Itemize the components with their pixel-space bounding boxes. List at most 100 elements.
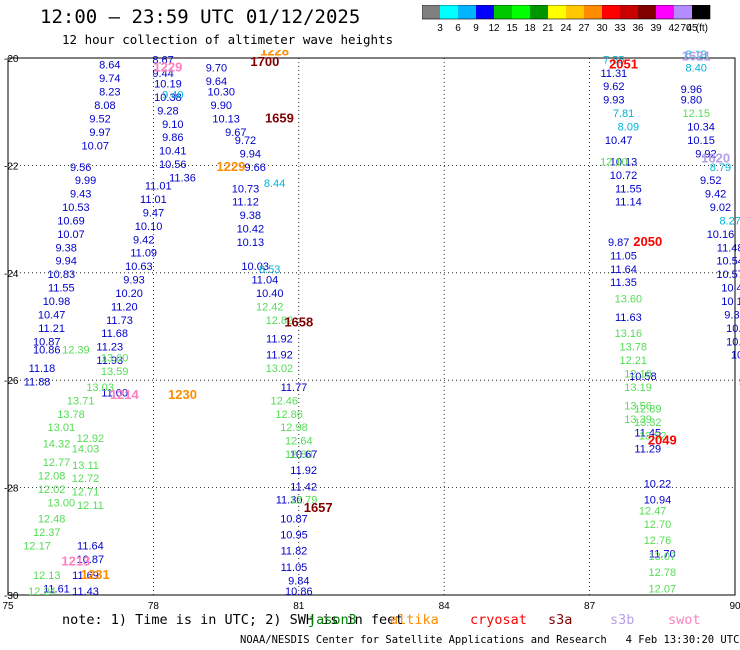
wave-height-value: 11.55 <box>615 183 642 195</box>
wave-height-value: 9.94 <box>55 256 76 268</box>
wave-height-value: 9.47 <box>143 207 164 219</box>
wave-height-value: 12.10 <box>600 156 628 168</box>
color-swatch <box>494 5 512 19</box>
wave-height-value: 11.45 <box>43 629 70 641</box>
color-scale-tick: 39 <box>650 23 662 34</box>
wave-height-value: 9.42 <box>133 234 154 246</box>
wave-height-value: 10.86 <box>285 586 313 598</box>
color-scale-tick: 12 <box>488 23 500 34</box>
wave-height-value: 12.72 <box>72 473 100 485</box>
wave-height-value: 13.00 <box>48 497 76 509</box>
wave-height-value: 11.01 <box>140 194 167 206</box>
wave-height-value: 9.72 <box>235 135 256 147</box>
wave-height-value: 10.20 <box>115 288 143 300</box>
pass-time-label: 1229 <box>216 159 245 174</box>
wave-height-value: 9.66 <box>244 162 265 174</box>
wave-height-value: 9.64 <box>206 76 227 88</box>
wave-height-value: 12.10 <box>624 369 652 381</box>
color-swatch <box>584 5 602 19</box>
color-scale-tick: 33 <box>614 23 626 34</box>
wave-height-value: 9.10 <box>162 119 183 131</box>
wave-height-value: 13.02 <box>266 363 294 375</box>
wave-height-value: 10.47 <box>605 135 633 147</box>
wave-height-value: 12.02 <box>38 484 66 496</box>
wave-height-value: 13.39 <box>624 414 652 426</box>
wave-height-value: 10.07 <box>57 229 85 241</box>
pass-time-label: 1229 <box>153 59 182 74</box>
wave-height-value: 9.02 <box>710 202 731 214</box>
wave-height-value: 9.67 <box>225 127 246 139</box>
wave-height-value: 12.24 <box>28 586 56 598</box>
wave-height-value: 13.52 <box>639 430 667 442</box>
pass-time-label: 1213 <box>61 553 90 568</box>
color-scale-tick: 45 <box>686 23 698 34</box>
page-subtitle: 12 hour collection of altimeter wave hei… <box>62 32 394 47</box>
wave-height-value: 11.55 <box>48 283 75 295</box>
wave-height-value: 10.86 <box>33 344 61 356</box>
wave-height-value: 10.73 <box>232 183 260 195</box>
wave-height-value: 12.89 <box>634 403 662 415</box>
credit-line: NOAA/NESDIS Center for Satellite Applica… <box>240 634 740 646</box>
wave-height-value: 12.17 <box>23 540 51 552</box>
wave-height-value: 10.87 <box>77 554 105 566</box>
color-scale-tick: 42 <box>668 23 680 34</box>
pass-time-label: 1657 <box>304 500 333 515</box>
color-scale-tick: 18 <box>524 23 536 34</box>
wave-height-value: 10.94 <box>644 495 672 507</box>
wave-height-value: 10.10 <box>726 336 740 348</box>
wave-height-value: 13.60 <box>101 352 129 364</box>
wave-height-value: 9.62 <box>603 81 624 93</box>
y-tick-label: -30 <box>4 591 19 602</box>
wave-height-value: 11.29 <box>634 444 661 456</box>
wave-height-value: 11.82 <box>281 546 308 558</box>
wave-height-value: 8.19 <box>686 49 707 61</box>
wave-height-value: 9.38 <box>55 242 76 254</box>
wave-height-value: 11.21 <box>38 323 65 335</box>
wave-height-value: 11.92 <box>266 350 293 362</box>
wave-height-value: 9.32 <box>724 309 740 321</box>
wave-height-value: 13.59 <box>101 366 129 378</box>
wave-height-value: 11.45 <box>634 428 661 440</box>
wave-height-value: 13.01 <box>48 422 76 434</box>
wave-height-value: 12.64 <box>285 436 313 448</box>
wave-height-value: 9.84 <box>288 575 309 587</box>
wave-height-value: 12.48 <box>38 514 66 526</box>
wave-height-value: 13.11 <box>72 460 99 472</box>
wave-height-value: 9.43 <box>70 189 91 201</box>
wave-height-value: 9.92 <box>695 148 716 160</box>
wave-height-value: 11.42 <box>290 481 317 493</box>
wave-height-value: 11.12 <box>232 197 259 209</box>
wave-height-value: 10.30 <box>207 87 235 99</box>
wave-height-value: 11.31 <box>600 68 627 80</box>
y-tick-label: -26 <box>4 376 19 387</box>
wave-height-value: 10.13 <box>721 296 740 308</box>
wave-height-value: 9.52 <box>89 113 110 125</box>
x-tick-label: 78 <box>148 601 160 612</box>
wave-height-value: 9.80 <box>681 95 702 107</box>
wave-height-value: 9.97 <box>89 127 110 139</box>
color-scale-frame <box>422 5 711 20</box>
color-swatch <box>476 5 494 19</box>
color-scale-tick: 21 <box>542 23 554 34</box>
wave-height-value: 12.71 <box>72 487 100 499</box>
wave-height-value: 12.86 <box>275 409 303 421</box>
wave-height-value: 10.13 <box>212 113 240 125</box>
wave-height-value: 10.72 <box>610 170 638 182</box>
wave-height-value: 9.99 <box>75 175 96 187</box>
pass-time-label: 1214 <box>110 387 140 402</box>
wave-height-value: 8.40 <box>686 62 707 74</box>
wave-height-value: 13.03 <box>86 382 114 394</box>
wave-height-value: 12.80 <box>285 449 313 461</box>
wave-height-value: 10.10 <box>135 221 163 233</box>
wave-height-value: 10.67 <box>290 449 318 461</box>
wave-height-value: 12.70 <box>644 519 672 531</box>
wave-height-value: 11.23 <box>96 342 123 354</box>
wave-height-value: 11.92 <box>290 465 317 477</box>
x-tick-label: 87 <box>584 601 596 612</box>
wave-height-value: 12.76 <box>644 535 672 547</box>
wave-height-value: 12.13 <box>33 570 61 582</box>
wave-height-value: 11.05 <box>610 250 637 262</box>
wave-height-value: 9.52 <box>700 175 721 187</box>
wave-height-value: 13.07 <box>649 551 677 563</box>
